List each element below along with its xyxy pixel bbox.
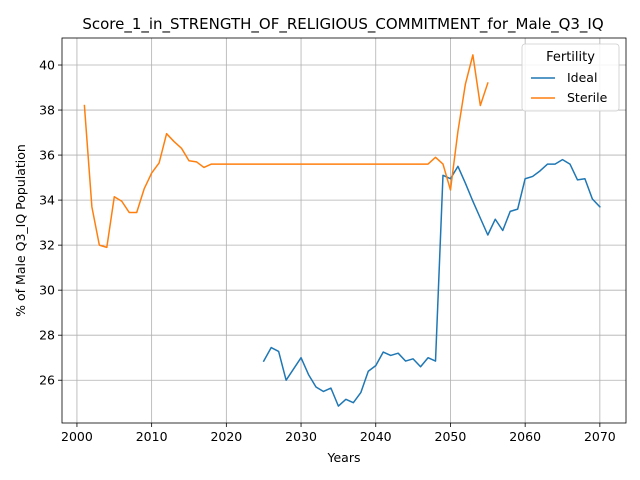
- x-tick-label: 2050: [435, 429, 467, 444]
- series-line-ideal: [262, 158, 601, 407]
- plot-frame: [61, 37, 627, 424]
- legend-box: [521, 43, 620, 112]
- x-tick-label: 2070: [584, 429, 616, 444]
- y-axis-label: % of Male Q3_IQ Population: [13, 144, 28, 317]
- x-tick-label: 2010: [136, 429, 168, 444]
- legend-title: Fertility: [546, 50, 595, 65]
- y-tick-label: 28: [39, 328, 55, 343]
- series-lines: [83, 54, 601, 407]
- legend: Fertility Ideal Sterile: [521, 43, 620, 112]
- y-tick-label: 30: [39, 283, 55, 298]
- x-tick-label: 2060: [509, 429, 541, 444]
- chart-title: Score_1_in_STRENGTH_OF_RELIGIOUS_COMMITM…: [82, 15, 603, 34]
- series-line-sterile: [83, 54, 489, 249]
- x-tick-label: 2040: [360, 429, 392, 444]
- x-tick-label: 2000: [61, 429, 93, 444]
- y-tick-label: 36: [39, 148, 55, 163]
- y-tick-label: 32: [39, 238, 55, 253]
- x-tick-label: 2030: [285, 429, 317, 444]
- x-tick-label: 2020: [210, 429, 242, 444]
- y-tick-label: 38: [39, 103, 55, 118]
- axis-ticks: 2000 2010 2020 2030 2040 2050 2060 2070 26 28 30 32…: [39, 58, 616, 444]
- legend-label-ideal: Ideal: [567, 70, 597, 85]
- y-tick-label: 40: [39, 58, 55, 73]
- x-axis-label: Years: [327, 450, 361, 465]
- y-tick-label: 34: [39, 193, 55, 208]
- y-tick-label: 26: [39, 373, 55, 388]
- legend-label-sterile: Sterile: [567, 90, 608, 105]
